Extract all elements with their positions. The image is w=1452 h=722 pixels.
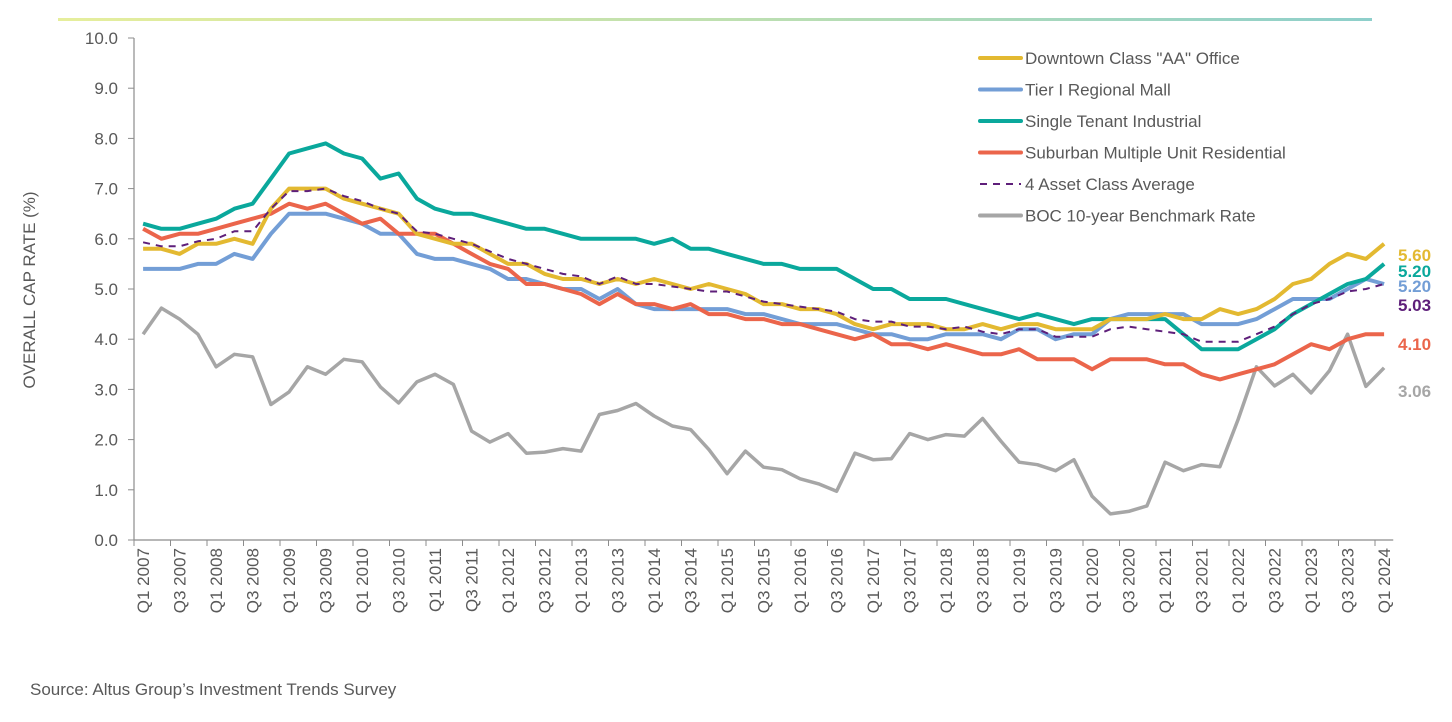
y-tick-label: 4.0 xyxy=(94,330,118,349)
x-tick-label: Q1 2010 xyxy=(353,548,372,613)
x-tick-label: Q1 2007 xyxy=(134,548,153,613)
y-tick-label: 10.0 xyxy=(85,29,118,48)
y-tick-label: 2.0 xyxy=(94,431,118,450)
y-tick-label: 6.0 xyxy=(94,230,118,249)
y-tick-label: 3.0 xyxy=(94,380,118,399)
x-tick-label: Q1 2017 xyxy=(864,548,883,613)
x-tick-label: Q1 2022 xyxy=(1229,548,1248,613)
source-note: Source: Altus Group’s Investment Trends … xyxy=(30,680,397,699)
y-tick-label: 9.0 xyxy=(94,79,118,98)
legend-label: BOC 10-year Benchmark Rate xyxy=(1025,207,1256,226)
x-tick-label: Q1 2016 xyxy=(791,548,810,613)
legend-label: Single Tenant Industrial xyxy=(1025,112,1201,131)
y-axis-label: OVERALL CAP RATE (%) xyxy=(20,191,39,388)
y-tick-label: 7.0 xyxy=(94,180,118,199)
x-tick-label: Q1 2009 xyxy=(280,548,299,613)
x-tick-label: Q3 2012 xyxy=(536,548,555,613)
x-tick-label: Q1 2012 xyxy=(499,548,518,613)
x-tick-label: Q1 2011 xyxy=(426,548,445,612)
legend-label: Downtown Class "AA" Office xyxy=(1025,49,1240,68)
x-tick-label: Q1 2021 xyxy=(1156,548,1175,613)
x-tick-label: Q3 2014 xyxy=(682,548,701,613)
x-tick-label: Q1 2015 xyxy=(718,548,737,613)
x-tick-label: Q3 2019 xyxy=(1047,548,1066,613)
x-tick-label: Q3 2009 xyxy=(317,548,336,613)
x-tick-label: Q1 2014 xyxy=(645,548,664,613)
x-tick-label: Q3 2022 xyxy=(1266,548,1285,613)
legend-label: Suburban Multiple Unit Residential xyxy=(1025,144,1286,163)
end-value-label: 3.06 xyxy=(1398,382,1431,401)
series-line-3 xyxy=(142,201,1385,382)
x-tick-label: Q1 2024 xyxy=(1375,548,1394,613)
y-tick-label: 0.0 xyxy=(94,531,118,550)
header-rule xyxy=(58,18,1372,21)
y-tick-label: 8.0 xyxy=(94,129,118,148)
y-tick-label: 5.0 xyxy=(94,280,118,299)
y-tick-label: 1.0 xyxy=(94,481,118,500)
x-tick-label: Q3 2015 xyxy=(755,548,774,613)
end-value-label: 5.03 xyxy=(1398,296,1431,315)
x-tick-label: Q1 2008 xyxy=(207,548,226,613)
x-tick-label: Q3 2013 xyxy=(609,548,628,613)
x-tick-label: Q3 2017 xyxy=(901,548,920,613)
series-line-4 xyxy=(142,187,1385,343)
series-line-0 xyxy=(143,186,1386,332)
x-tick-label: Q1 2018 xyxy=(937,548,956,613)
x-tick-label: Q1 2013 xyxy=(572,548,591,613)
x-tick-label: Q1 2020 xyxy=(1083,548,1102,613)
x-tick-label: Q3 2007 xyxy=(171,548,190,613)
x-tick-label: Q1 2023 xyxy=(1302,548,1321,613)
x-tick-label: Q3 2023 xyxy=(1339,548,1358,613)
x-tick-label: Q3 2010 xyxy=(390,548,409,613)
end-value-label: 5.60 xyxy=(1398,246,1431,265)
x-tick-label: Q3 2016 xyxy=(828,548,847,613)
x-tick-label: Q3 2021 xyxy=(1193,548,1212,613)
x-tick-label: Q3 2020 xyxy=(1120,548,1139,613)
x-tick-label: Q3 2008 xyxy=(244,548,263,613)
end-value-label: 5.20 xyxy=(1398,277,1431,296)
x-tick-label: Q3 2011 xyxy=(463,548,482,612)
legend-label: Tier I Regional Mall xyxy=(1025,81,1171,100)
x-tick-label: Q1 2019 xyxy=(1010,548,1029,613)
end-value-label: 4.10 xyxy=(1398,335,1431,354)
series-line-2 xyxy=(142,141,1386,352)
x-tick-label: Q3 2018 xyxy=(974,548,993,613)
series-line-5 xyxy=(141,306,1386,516)
series-line-1 xyxy=(143,211,1385,342)
legend-label: 4 Asset Class Average xyxy=(1025,175,1195,194)
end-value-label: 5.20 xyxy=(1398,262,1431,281)
